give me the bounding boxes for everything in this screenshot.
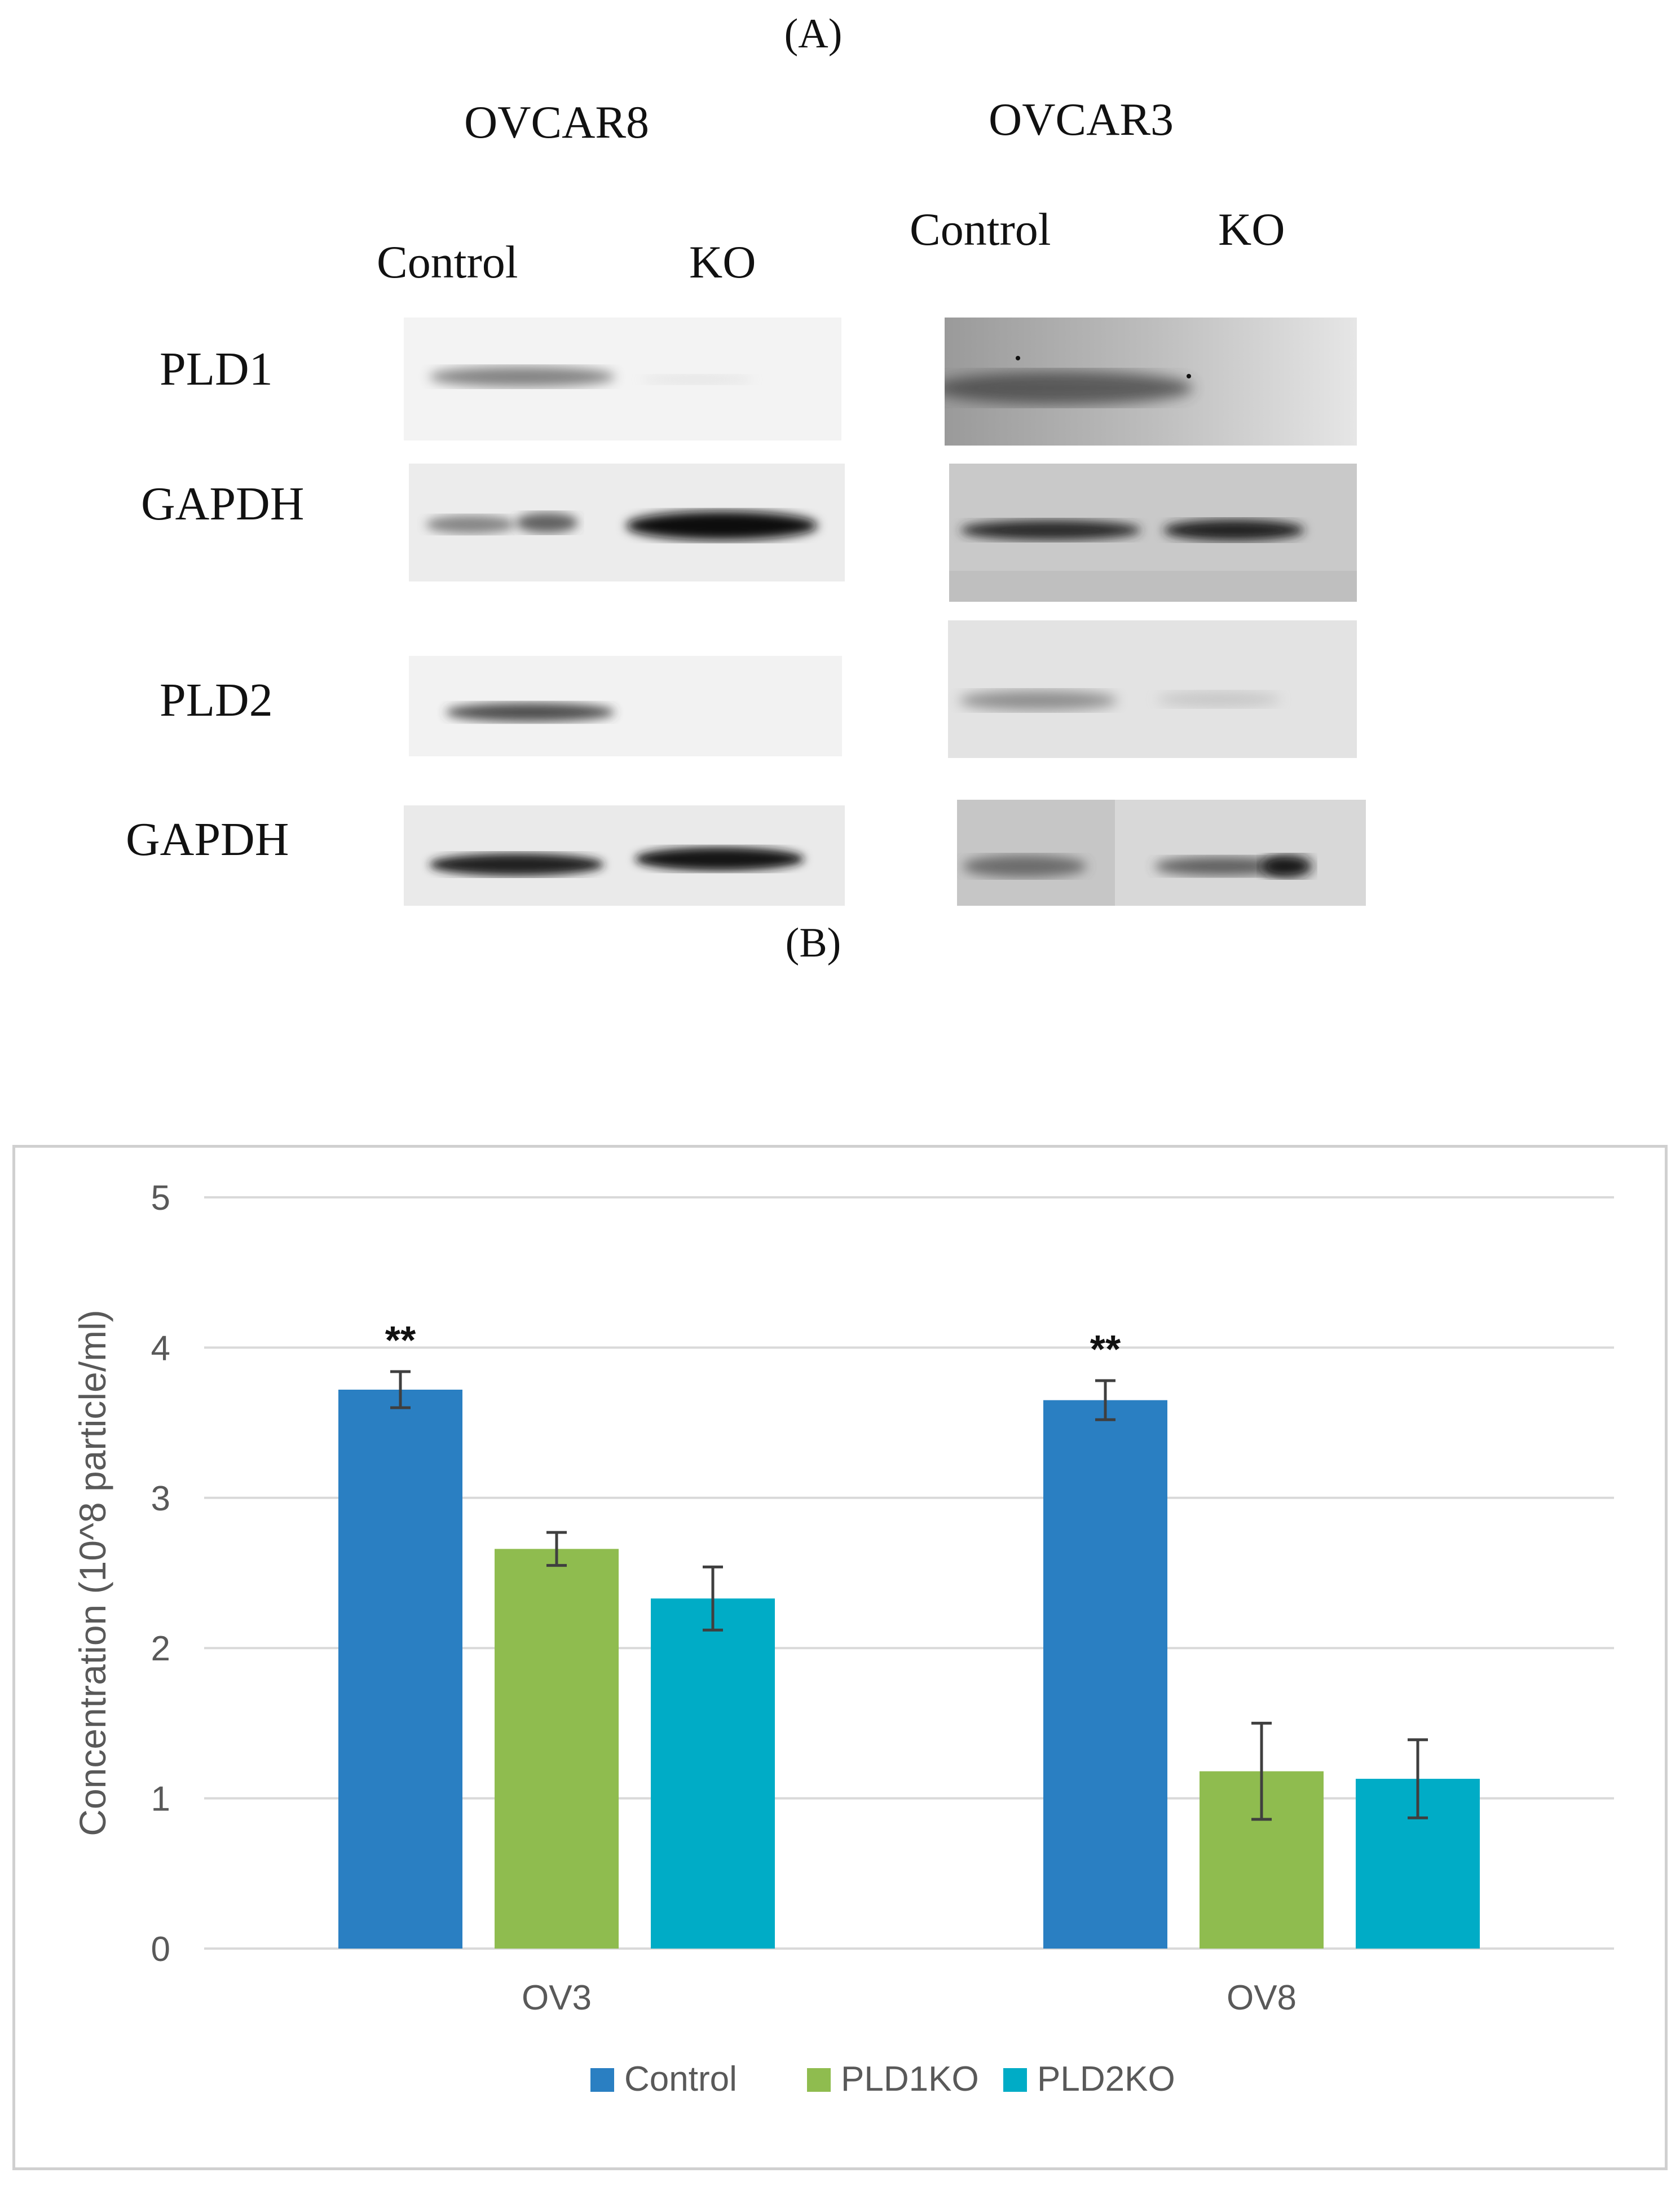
legend-label: PLD1KO xyxy=(841,2060,979,2099)
lane-label-ovcar3-ko: KO xyxy=(1218,204,1285,255)
blot-ovcar3-gapdh-2 xyxy=(957,800,1366,906)
y-tick-label: 3 xyxy=(151,1479,170,1518)
legend-swatch xyxy=(590,2068,614,2092)
bar-chart: 0 1 2 3 4 5 Concentration (10^8 particle/ml) OV… xyxy=(72,1179,1614,2099)
row-label-pld2: PLD2 xyxy=(160,674,273,726)
y-tick-label: 2 xyxy=(151,1629,170,1668)
row-label-pld1: PLD1 xyxy=(160,343,273,395)
blot-ovcar8-gapdh-2 xyxy=(404,805,845,906)
y-tick-label: 4 xyxy=(151,1329,170,1368)
significance-annotation: ** xyxy=(1090,1327,1121,1371)
lane-label-ovcar3-control: Control xyxy=(910,204,1051,255)
bar-pld2ko-ov3 xyxy=(651,1598,775,1949)
significance-annotation: ** xyxy=(385,1318,416,1362)
bar-chart-panel: 0 1 2 3 4 5 Concentration (10^8 particle/ml) OV… xyxy=(12,1145,1668,2170)
bar-control-ov8 xyxy=(1043,1400,1167,1949)
blot-ovcar3-gapdh-1 xyxy=(949,464,1357,602)
legend-label: PLD2KO xyxy=(1037,2060,1175,2099)
y-tick-label: 0 xyxy=(151,1930,170,1969)
blot-ovcar3-pld1 xyxy=(945,318,1357,446)
legend-swatch xyxy=(1003,2068,1027,2092)
cell-line-title-ovcar3: OVCAR3 xyxy=(989,94,1174,145)
blot-ovcar3-pld2 xyxy=(948,620,1357,758)
legend-swatch xyxy=(807,2068,831,2092)
x-category-label: OV3 xyxy=(522,1978,592,2017)
lane-label-ovcar8-control: Control xyxy=(377,236,518,288)
bar-pld1ko-ov3 xyxy=(495,1549,619,1949)
bar-control-ov3 xyxy=(338,1389,462,1949)
cell-line-title-ovcar8: OVCAR8 xyxy=(464,96,650,148)
y-tick-label: 5 xyxy=(151,1179,170,1218)
panel-a-label: (A) xyxy=(784,11,843,57)
x-category-label: OV8 xyxy=(1227,1978,1297,2017)
legend-label: Control xyxy=(624,2060,737,2099)
blot-ovcar8-gapdh-1 xyxy=(409,464,845,581)
y-axis-title: Concentration (10^8 particle/ml) xyxy=(72,1310,113,1836)
blot-ovcar8-pld2 xyxy=(409,656,842,756)
blot-ovcar8-pld1 xyxy=(404,318,841,440)
panel-b-label: (B) xyxy=(785,920,841,966)
row-label-gapdh-1: GAPDH xyxy=(141,478,305,530)
y-tick-label: 1 xyxy=(151,1780,170,1819)
lane-label-ovcar8-ko: KO xyxy=(689,236,756,288)
row-label-gapdh-2: GAPDH xyxy=(126,813,289,866)
